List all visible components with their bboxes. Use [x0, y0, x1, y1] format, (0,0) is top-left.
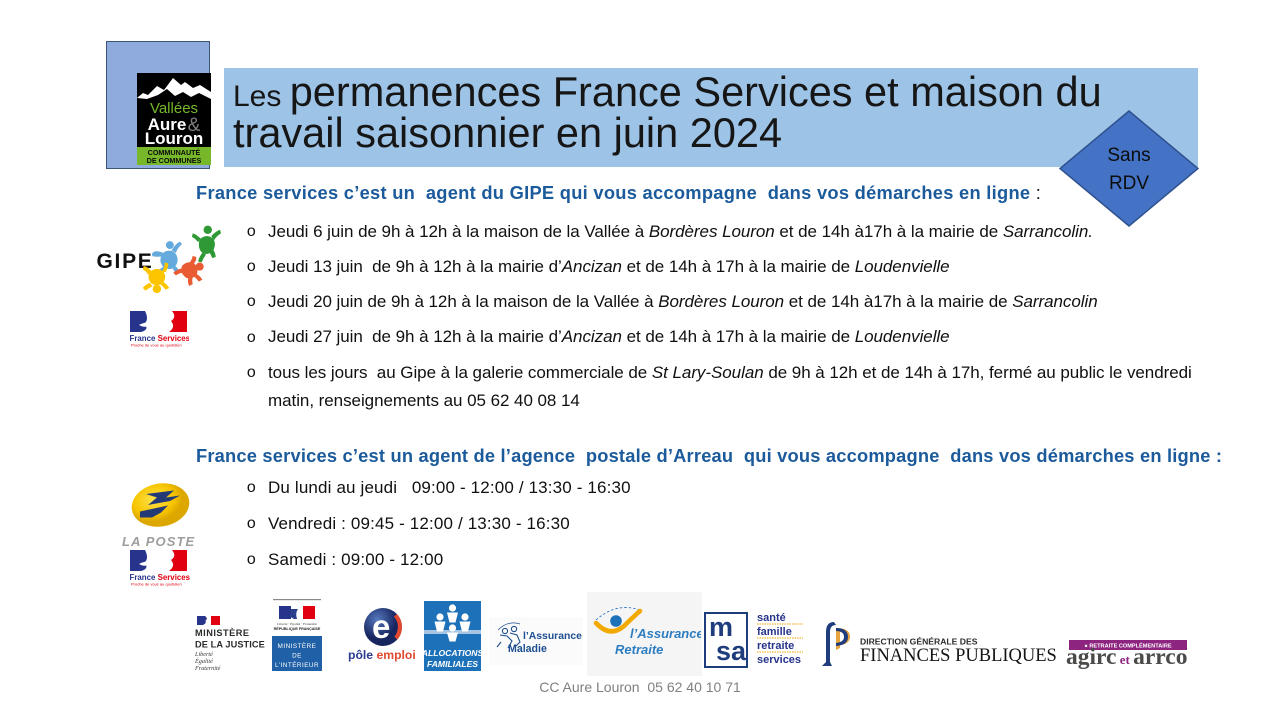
svg-text:Fraternité: Fraternité: [194, 665, 221, 672]
svg-text:● RETRAITE COMPLÉMENTAIRE: ● RETRAITE COMPLÉMENTAIRE: [1084, 641, 1171, 649]
svg-text:m: m: [709, 612, 733, 642]
svg-text:RÉPUBLIQUE FRANÇAISE: RÉPUBLIQUE FRANÇAISE: [274, 626, 321, 631]
svg-text:Maladie: Maladie: [508, 643, 547, 655]
svg-text:sa: sa: [716, 636, 747, 666]
svg-text:COMMUNAUTÉ: COMMUNAUTÉ: [147, 148, 200, 157]
svg-text:services: services: [757, 654, 801, 666]
svg-text:MINISTÈRE: MINISTÈRE: [278, 641, 317, 650]
svg-text:L’INTÉRIEUR: L’INTÉRIEUR: [275, 660, 319, 669]
svg-text:FINANCES PUBLIQUES: FINANCES PUBLIQUES: [860, 646, 1057, 666]
svg-text:Retraite: Retraite: [615, 642, 663, 657]
svg-text:Proche de vous au quotidien: Proche de vous au quotidien: [131, 343, 182, 348]
svg-text:e: e: [372, 608, 390, 645]
svg-text:famille: famille: [757, 626, 792, 638]
svg-text:&: &: [187, 115, 200, 136]
svg-text:Égalité: Égalité: [194, 657, 213, 665]
svg-text:santé: santé: [757, 612, 786, 624]
svg-text:ALLOCATIONS: ALLOCATIONS: [424, 648, 481, 658]
svg-text:Louron: Louron: [144, 129, 203, 148]
svg-text:l’Assurance: l’Assurance: [523, 631, 582, 642]
svg-text:LA POSTE: LA POSTE: [122, 534, 195, 549]
svg-text:DE: DE: [292, 653, 302, 660]
svg-text:DE COMMUNES: DE COMMUNES: [146, 156, 201, 165]
svg-text:Vallées: Vallées: [149, 100, 197, 117]
svg-text:DE LA JUSTICE: DE LA JUSTICE: [195, 640, 265, 650]
svg-text:Liberté · Égalité · Fraternité: Liberté · Égalité · Fraternité: [277, 621, 317, 626]
svg-text:pôle emploi: pôle emploi: [348, 648, 416, 662]
svg-text:FAMILIALES: FAMILIALES: [427, 659, 478, 669]
svg-text:retraite: retraite: [757, 640, 794, 652]
svg-text:France Services: France Services: [130, 573, 191, 582]
svg-text:DIRECTION GÉNÉRALE DES: DIRECTION GÉNÉRALE DES: [860, 637, 978, 647]
svg-text:l’Assurance: l’Assurance: [630, 626, 701, 641]
svg-text:Aure: Aure: [147, 115, 186, 134]
svg-text:GIPE: GIPE: [97, 250, 154, 273]
svg-text:Liberté: Liberté: [194, 651, 213, 658]
svg-text:MINISTÈRE: MINISTÈRE: [195, 627, 250, 638]
svg-text:France Services: France Services: [130, 334, 190, 343]
svg-text:Proche de vous au quotidien: Proche de vous au quotidien: [131, 582, 182, 587]
